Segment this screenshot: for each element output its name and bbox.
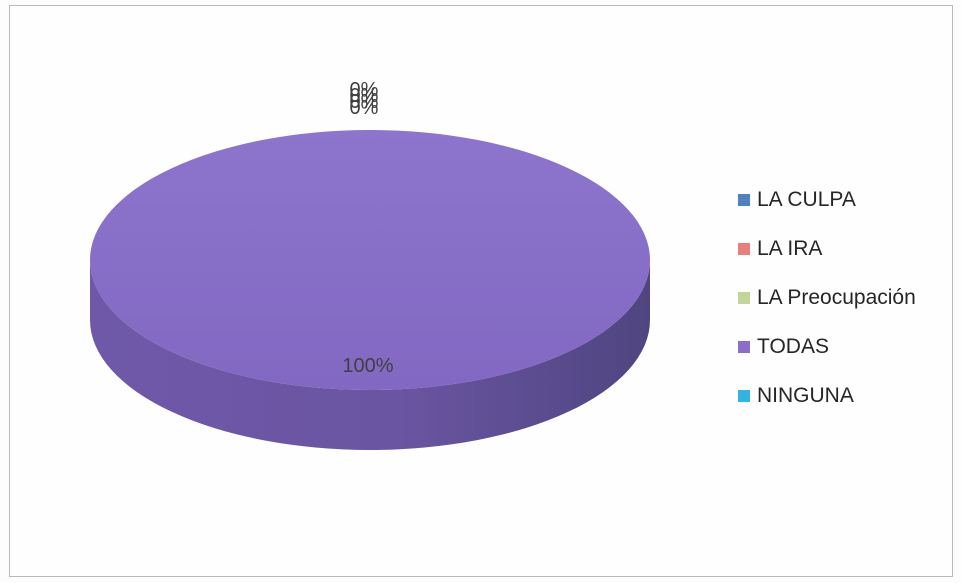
legend-item: LA Preocupación <box>738 281 953 315</box>
legend-swatch <box>738 243 750 255</box>
legend-label: NINGUNA <box>757 384 854 407</box>
pie-slice <box>90 130 650 390</box>
legend-swatch <box>738 194 750 206</box>
legend-swatch <box>738 292 750 304</box>
legend-swatch <box>738 390 750 402</box>
chart-legend: LA CULPA LA IRA LA Preocupación TODAS NI… <box>738 183 953 428</box>
legend-label: LA Preocupación <box>757 286 916 309</box>
legend-item: NINGUNA <box>738 379 953 413</box>
pie-slice-side <box>90 260 650 450</box>
pie-data-labels: 0%0%0% 100% 0% <box>342 79 393 377</box>
pie-data-label: 0% <box>350 97 379 119</box>
legend-label: TODAS <box>757 335 829 358</box>
legend-item: LA CULPA <box>738 183 953 217</box>
pie-data-label: 0% <box>350 85 379 107</box>
legend-label: LA IRA <box>757 237 823 260</box>
legend-item: LA IRA <box>738 232 953 266</box>
legend-item: TODAS <box>738 330 953 364</box>
pie-data-label: 0% <box>350 91 379 113</box>
pie-data-label: 100% <box>342 355 393 377</box>
pie-slices <box>90 130 650 450</box>
pie-data-label: 0% <box>350 79 379 101</box>
legend-swatch <box>738 341 750 353</box>
legend-label: LA CULPA <box>757 188 856 211</box>
